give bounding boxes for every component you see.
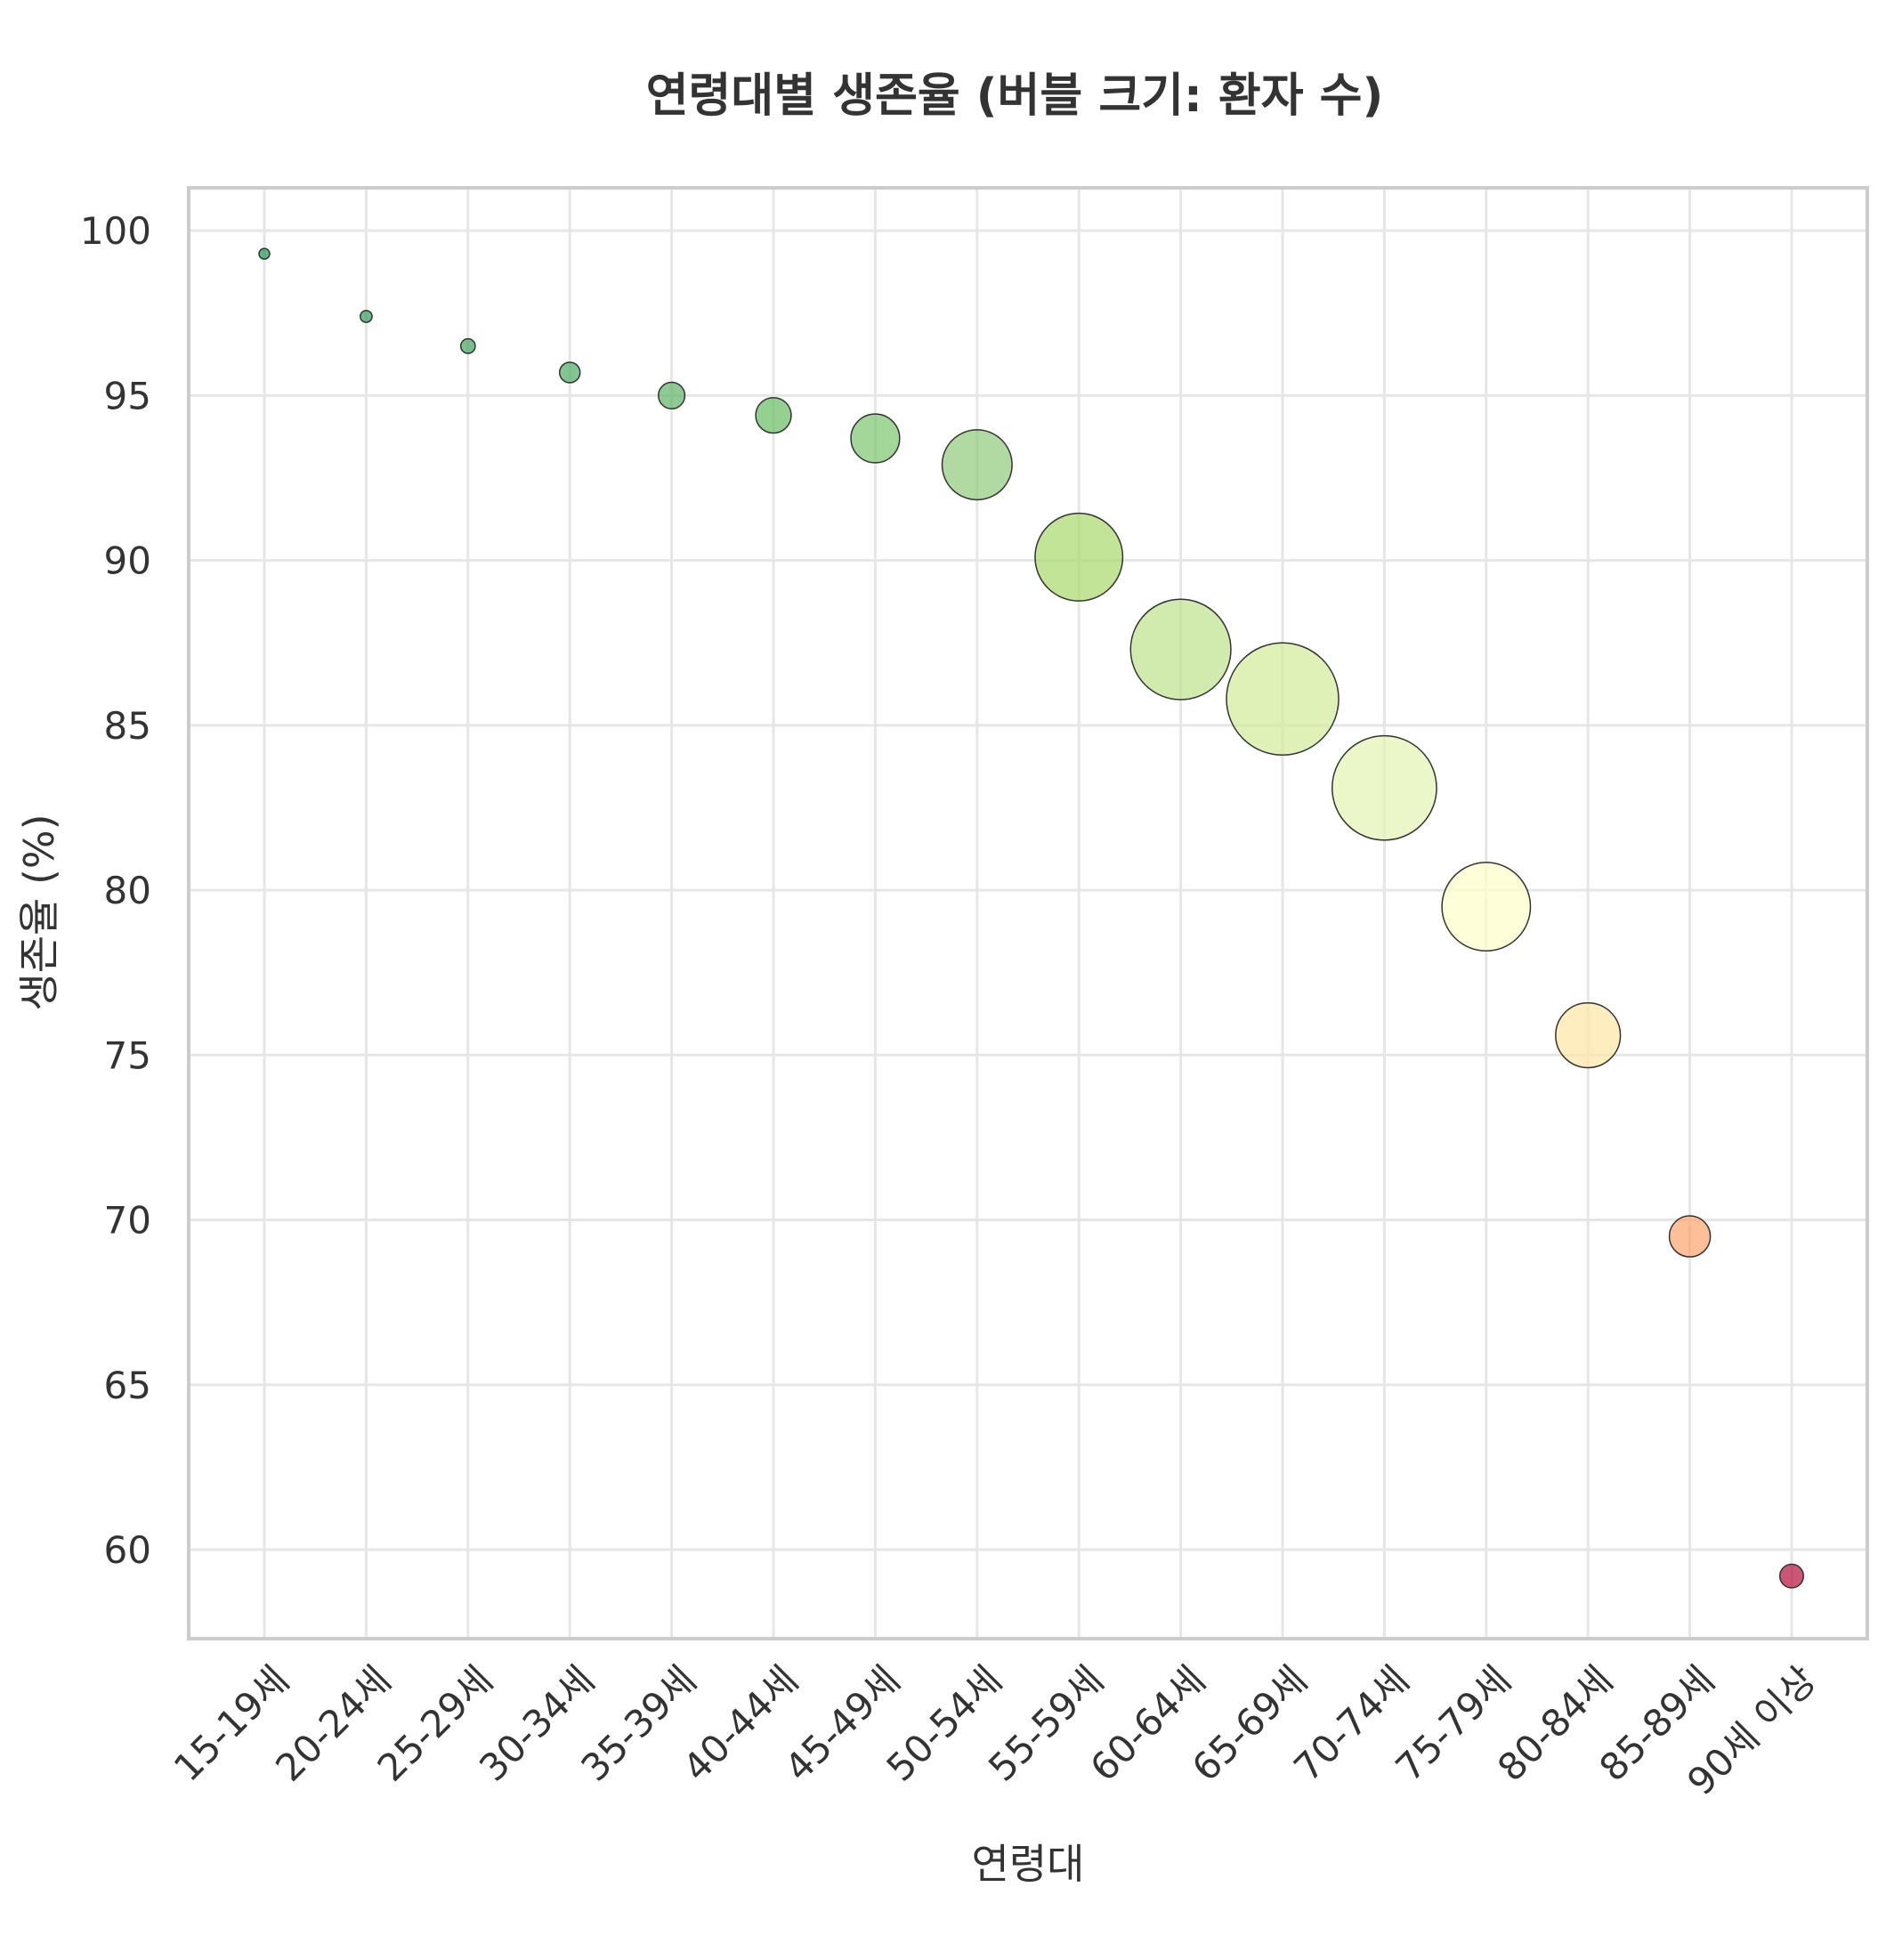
bubble-55-59세	[1034, 512, 1124, 602]
y-tick-label: 60	[104, 1528, 151, 1572]
bubble-80-84세	[1555, 1001, 1622, 1069]
y-tick-label: 90	[104, 539, 151, 583]
bubble-40-44세	[755, 396, 792, 434]
x-axis-label: 연령대	[972, 1840, 1085, 1888]
bubble-70-74세	[1332, 734, 1437, 841]
bubble-20-24세	[360, 310, 373, 323]
bubble-30-34세	[558, 361, 581, 384]
bubble-50-54세	[941, 429, 1013, 501]
bubble-15-19세	[258, 247, 271, 260]
bubble-60-64세	[1129, 598, 1232, 701]
grid	[189, 188, 1867, 1639]
y-tick-label: 70	[104, 1199, 151, 1243]
y-tick-label: 100	[80, 209, 151, 253]
y-axis-ticks: 60 65 70 75 80 85 90 95 100	[80, 209, 151, 1572]
bubble-65-69세	[1226, 642, 1340, 756]
y-tick-label: 95	[104, 374, 151, 417]
bubble-90세 이상	[1778, 1563, 1805, 1589]
bubble-75-79세	[1441, 862, 1532, 952]
plot-frame	[187, 186, 1869, 1640]
bubble-25-29세	[459, 337, 476, 354]
y-tick-label: 75	[104, 1033, 151, 1077]
y-tick-label: 80	[104, 869, 151, 912]
y-tick-label: 85	[104, 704, 151, 748]
y-axis-label: 생존율 (%)	[15, 814, 63, 1010]
x-axis-ticks: 15-19세20-24세25-29세30-34세35-39세40-44세45-4…	[166, 1657, 1825, 1803]
bubbles	[258, 247, 1805, 1589]
y-tick-label: 65	[104, 1364, 151, 1407]
bubble-85-89세	[1668, 1215, 1712, 1258]
bubble-45-49세	[850, 413, 901, 464]
bubble-35-39세	[658, 381, 686, 409]
chart-title: 연령대별 생존율 (버블 크기: 환자 수)	[646, 69, 1384, 123]
